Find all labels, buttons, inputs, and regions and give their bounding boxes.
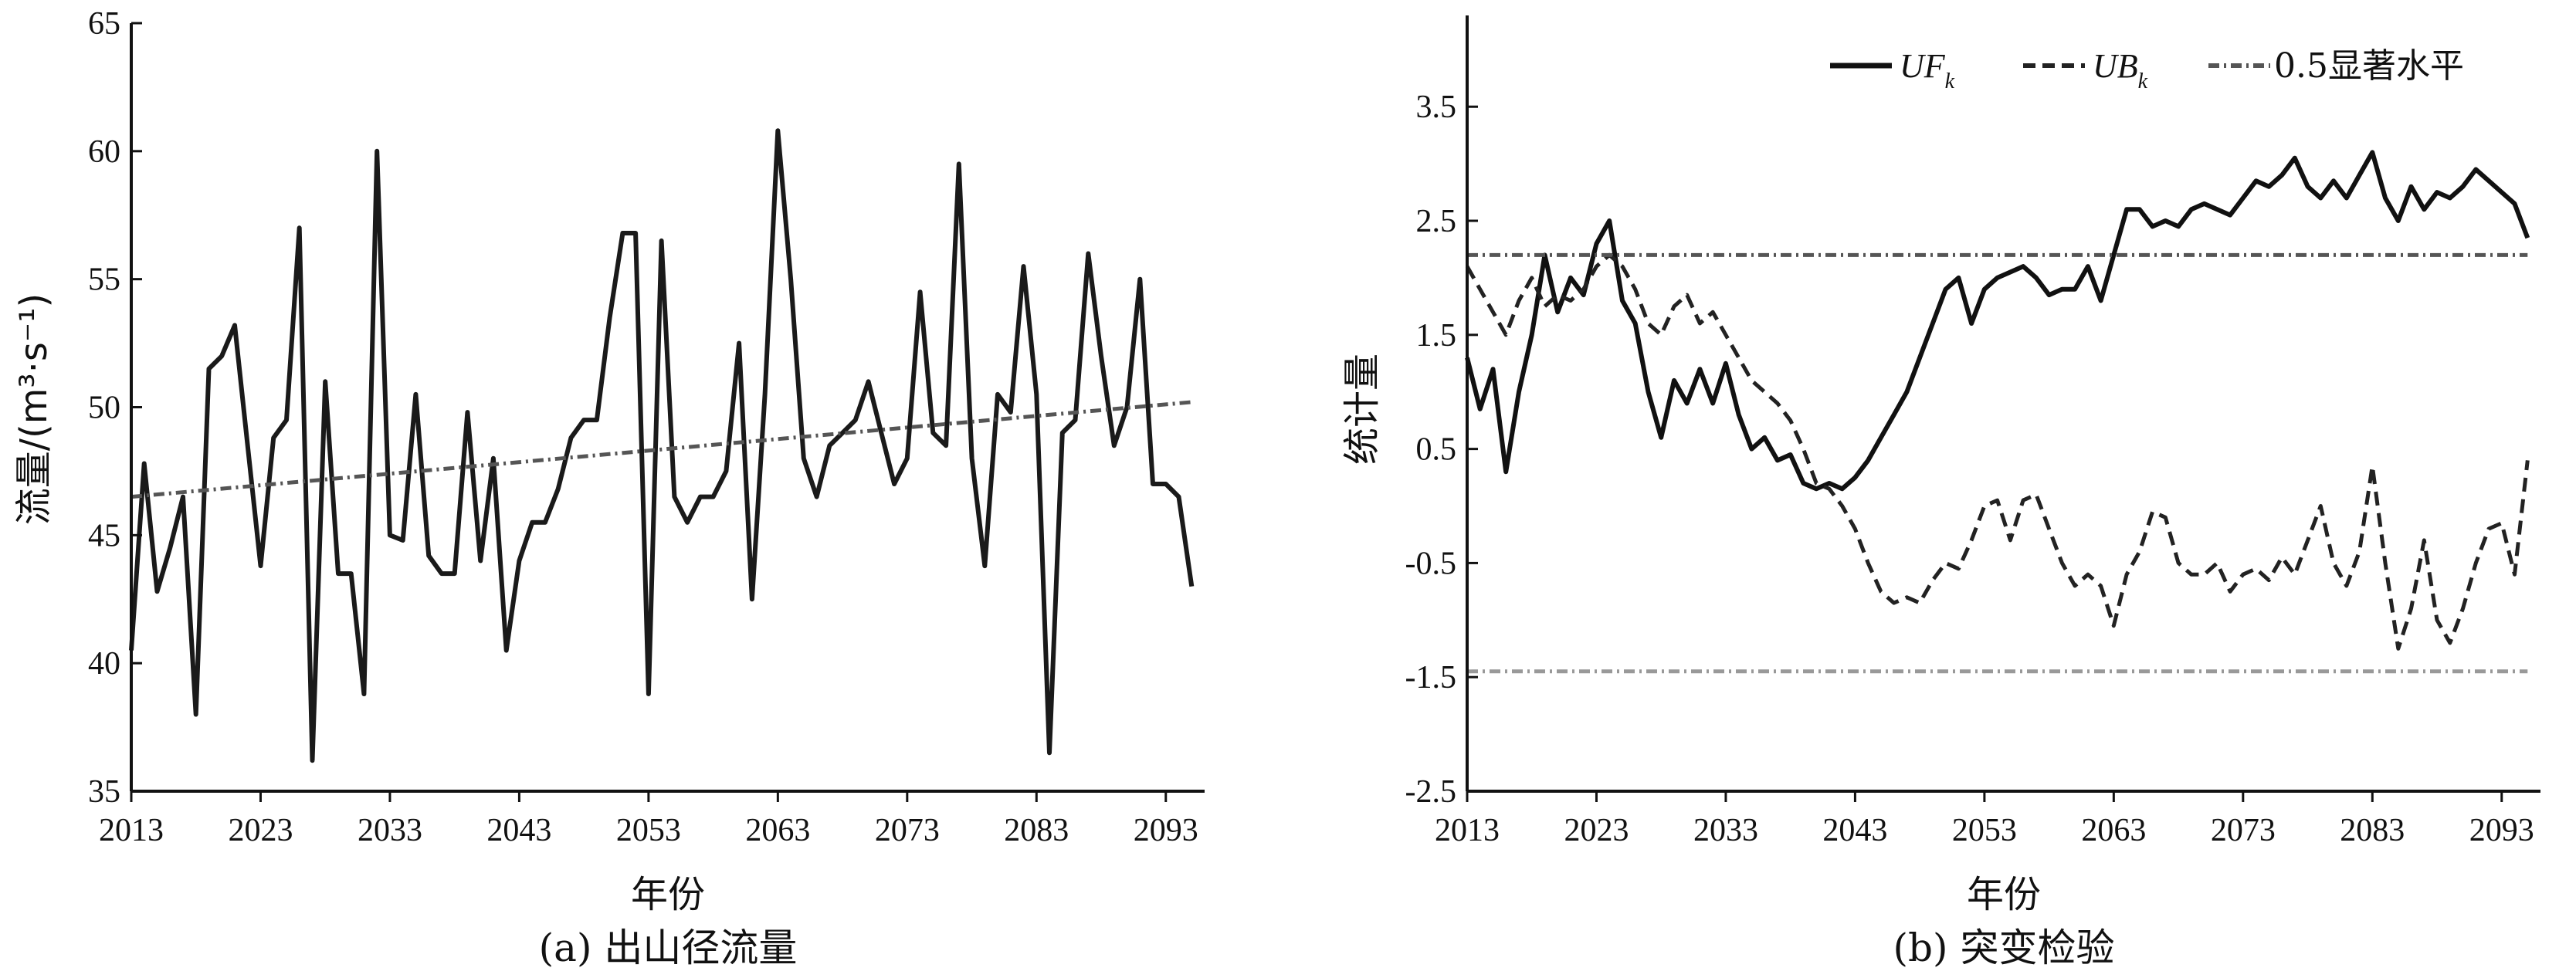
a-y-tick-label: 50 (88, 391, 120, 426)
b-y-tick-label: 3.5 (1416, 90, 1457, 125)
panel-b-series-group (1465, 150, 2530, 674)
panel-a-x-axis-title: 年份 (631, 873, 705, 916)
b-x-tick-label: 2093 (2469, 813, 2534, 848)
b-x-tick-label: 2063 (2081, 813, 2146, 848)
a-y-tick-label: 40 (88, 646, 120, 682)
panel-b-y-axis-title: 统计量 (1341, 354, 1384, 465)
legend-significance-label: 0.5显著水平 (2274, 46, 2464, 86)
panel-a-y-ticks: 35 40 45 50 55 60 65 (88, 6, 142, 810)
b-x-tick-label: 2053 (1952, 813, 2017, 848)
a-y-tick-label: 65 (88, 6, 120, 42)
b-x-tick-label: 2073 (2211, 813, 2276, 848)
legend-ub-label: UBk (2093, 47, 2148, 93)
legend-uf-label: UFk (1900, 47, 1955, 93)
b-y-tick-label: -1.5 (1405, 660, 1457, 695)
b-y-tick-label: -2.5 (1405, 774, 1457, 810)
a-x-tick-label: 2033 (358, 813, 422, 848)
panel-b-legend: UFk UBk 0.5显著水平 (1830, 46, 2464, 93)
b-x-tick-label: 2043 (1822, 813, 1887, 848)
b-y-tick-label: -0.5 (1405, 546, 1457, 581)
b-y-tick-label: 0.5 (1416, 432, 1457, 468)
panel-a-y-axis-title: 流量/(m³·s⁻¹) (12, 293, 56, 525)
b-series-line-solid-0 (1465, 150, 2530, 492)
b-x-tick-label: 2013 (1435, 813, 1500, 848)
a-y-tick-label: 35 (88, 774, 120, 810)
b-series-line-dashed-1 (1465, 252, 2530, 651)
panel-a-caption: (a) 出山径流量 (539, 926, 798, 970)
a-y-tick-label: 45 (88, 518, 120, 553)
a-x-tick-label: 2083 (1004, 813, 1069, 848)
panel-b-y-ticks: -2.5 -1.5 -0.5 0.5 1.5 2.5 3.5 (1405, 90, 1478, 810)
a-series-line-dash-dot-1 (130, 400, 1192, 499)
a-y-tick-label: 55 (88, 262, 120, 298)
b-x-tick-label: 2033 (1693, 813, 1758, 848)
panel-b-x-axis-title: 年份 (1967, 873, 2041, 916)
a-x-tick-label: 2053 (616, 813, 681, 848)
b-y-tick-label: 1.5 (1416, 318, 1457, 354)
a-x-tick-label: 2093 (1134, 813, 1198, 848)
a-y-tick-label: 60 (88, 134, 120, 170)
panel-a-x-ticks: 2013 2023 2033 2043 2053 2063 2073 2083 2093 (99, 791, 1198, 848)
a-series-line-solid-0 (129, 128, 1195, 763)
a-x-tick-label: 2023 (228, 813, 293, 848)
a-x-tick-label: 2063 (745, 813, 810, 848)
a-x-tick-label: 2073 (875, 813, 940, 848)
a-x-tick-label: 2013 (99, 813, 164, 848)
b-x-tick-label: 2083 (2340, 813, 2405, 848)
panel-b-mutation-test-chart: -2.5 -1.5 -0.5 0.5 1.5 2.5 3.5 2013 2023 2033 204… (1341, 15, 2540, 970)
panel-b-x-ticks: 2013 2023 2033 2043 2053 2063 2073 2083 2093 (1435, 791, 2534, 848)
panel-a-series-group (129, 128, 1195, 763)
b-x-tick-label: 2023 (1564, 813, 1629, 848)
panel-b-caption: (b) 突变检验 (1893, 926, 2115, 970)
b-y-tick-label: 2.5 (1416, 204, 1457, 239)
a-x-tick-label: 2043 (486, 813, 551, 848)
